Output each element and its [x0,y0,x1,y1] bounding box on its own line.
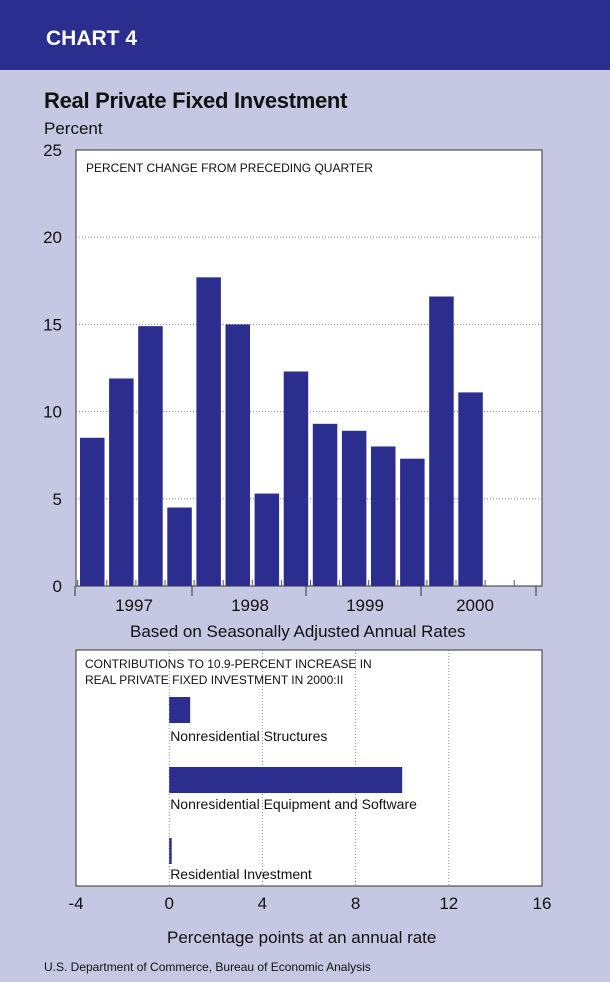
x-tick-label: 0 [164,894,173,913]
quarter-bar [138,326,163,586]
year-label: 1999 [346,596,384,615]
quarter-bar [371,446,396,586]
quarter-bar [196,277,221,586]
y-tick-label: 20 [43,228,62,247]
x-tick-label: 4 [258,894,267,913]
top-chart-subtitle: PERCENT CHANGE FROM PRECEDING QUARTER [86,161,373,175]
top-chart-x-note: Based on Seasonally Adjusted Annual Rate… [130,622,466,641]
quarter-bar [400,458,425,586]
x-tick-label: 16 [533,894,552,913]
quarter-bar [80,437,105,586]
year-label: 2000 [456,596,494,615]
y-axis-unit-label: Percent [44,119,103,138]
contribution-bar [169,838,172,864]
x-tick-label: 12 [439,894,458,913]
chart-title: Real Private Fixed Investment [44,88,348,113]
bottom-chart-title-line: CONTRIBUTIONS TO 10.9-PERCENT INCREASE I… [85,657,372,671]
quarter-bar [167,507,192,586]
quarter-bar [283,371,309,586]
quarter-bar [225,324,250,586]
bottom-chart-x-caption: Percentage points at an annual rate [167,928,437,947]
source-note: U.S. Department of Commerce, Bureau of E… [44,960,371,974]
contribution-bar [169,697,191,723]
bottom-chart-title-line: REAL PRIVATE FIXED INVESTMENT IN 2000:II [85,673,343,687]
year-label: 1998 [231,596,269,615]
quarter-bar [341,430,367,586]
quarter-bar [458,392,483,586]
x-tick-label: 8 [351,894,360,913]
chart-header-band: CHART 4 [0,0,610,70]
quarter-bar [109,378,134,586]
y-tick-label: 10 [43,403,62,422]
contribution-category-label: Residential Investment [170,866,312,882]
contribution-category-label: Nonresidential Equipment and Software [170,796,417,812]
y-tick-label: 0 [53,577,62,596]
contribution-bar [169,767,403,793]
y-tick-label: 25 [43,141,62,160]
x-tick-label: -4 [68,894,83,913]
y-tick-label: 15 [43,315,62,334]
y-tick-label: 5 [53,490,62,509]
contribution-category-label: Nonresidential Structures [170,728,327,744]
year-label: 1997 [115,596,153,615]
quarter-bar [429,296,454,586]
quarter-bar [312,423,338,586]
chart-number-label: CHART 4 [46,27,138,50]
quarter-bar [254,493,280,586]
